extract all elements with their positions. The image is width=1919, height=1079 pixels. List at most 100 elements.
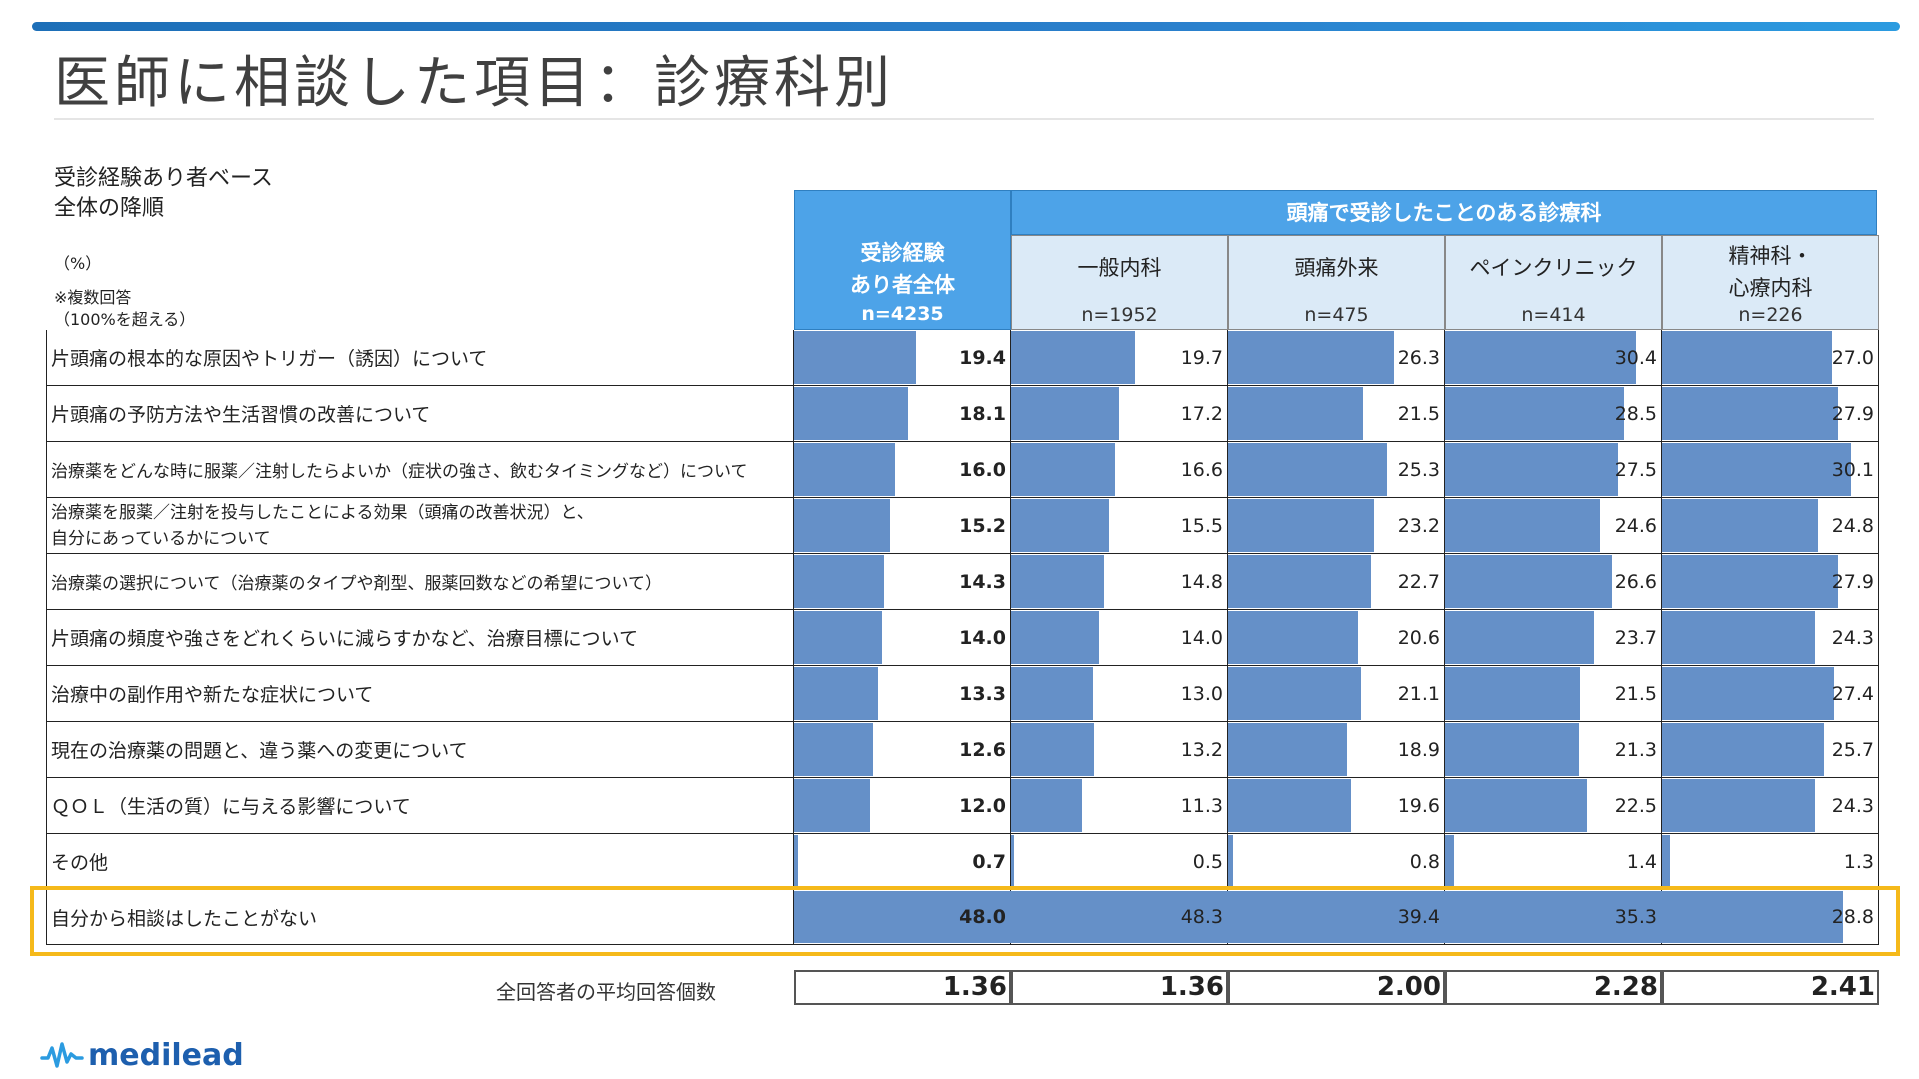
data-cell: 14.0 xyxy=(1011,610,1228,666)
data-value: 35.3 xyxy=(1614,906,1657,928)
data-value: 25.7 xyxy=(1831,738,1874,761)
data-cell: 25.7 xyxy=(1662,722,1879,778)
average-value: 2.41 xyxy=(1662,970,1879,1005)
data-bar xyxy=(1445,723,1580,776)
row-label-line-1: 治療薬を服薬／注射を投与したことによる効果（頭痛の改善状況）と、 xyxy=(51,502,594,523)
data-value: 12.6 xyxy=(959,738,1006,761)
data-cell: 18.1 xyxy=(794,386,1011,442)
data-cell: 30.4 xyxy=(1445,330,1662,386)
data-cell: 13.2 xyxy=(1011,722,1228,778)
data-value: 48.0 xyxy=(959,906,1006,928)
data-value: 22.7 xyxy=(1397,570,1440,593)
data-bar xyxy=(1011,723,1095,776)
data-cell: 12.6 xyxy=(794,722,1011,778)
data-value: 14.3 xyxy=(959,570,1006,593)
data-bar xyxy=(1445,555,1613,608)
data-bar xyxy=(1445,387,1625,440)
header-overall: 受診経験 あり者全体 n=4235 xyxy=(794,190,1011,330)
table-row: 片頭痛の予防方法や生活習慣の改善について 18.1 17.2 21.5 28.5 27.9 xyxy=(46,386,1879,442)
data-value: 21.1 xyxy=(1397,682,1440,705)
data-value: 19.4 xyxy=(959,346,1006,369)
data-cell: 21.5 xyxy=(1228,386,1445,442)
data-bar xyxy=(1228,891,1476,943)
data-value: 27.4 xyxy=(1831,682,1874,705)
row-label: 治療中の副作用や新たな症状について xyxy=(46,666,794,722)
data-cell: 14.3 xyxy=(794,554,1011,610)
data-cell: 13.3 xyxy=(794,666,1011,722)
table-row: 治療中の副作用や新たな症状について 13.3 13.0 21.1 21.5 27.4 xyxy=(46,666,1879,722)
base-note: 受診経験あり者ベース xyxy=(54,166,273,191)
percent-note: （%） xyxy=(54,254,102,273)
data-bar xyxy=(1662,387,1838,440)
data-bar xyxy=(794,555,884,608)
data-bar xyxy=(1662,835,1671,888)
row-label: 片頭痛の頻度や強さをどれくらいに減らすかなど、治療目標について xyxy=(46,610,794,666)
multiple-answer-note-2: （100%を超える） xyxy=(54,310,196,329)
row-label: 片頭痛の根本的な原因やトリガー（誘因）について xyxy=(46,330,794,386)
header-overall-label-2: あり者全体 xyxy=(850,273,955,297)
data-bar xyxy=(1011,555,1105,608)
data-cell: 15.5 xyxy=(1011,498,1228,554)
average-value: 2.28 xyxy=(1445,970,1662,1005)
data-value: 18.1 xyxy=(959,402,1006,425)
header-col-n: n=414 xyxy=(1521,304,1586,326)
data-cell: 14.0 xyxy=(794,610,1011,666)
header-col-pain: ペインクリニック n=414 xyxy=(1445,235,1662,330)
data-value: 15.2 xyxy=(959,514,1006,537)
row-label: 現在の治療薬の問題と、違う薬への変更について xyxy=(46,722,794,778)
data-bar xyxy=(1662,611,1815,664)
data-value: 19.7 xyxy=(1180,346,1223,369)
data-value: 13.0 xyxy=(1180,682,1223,705)
data-value: 0.7 xyxy=(972,850,1006,873)
data-cell: 27.5 xyxy=(1445,442,1662,498)
data-value: 30.4 xyxy=(1614,346,1657,369)
row-label-line-2: 自分にあっているかについて xyxy=(51,528,271,549)
data-cell: 13.0 xyxy=(1011,666,1228,722)
data-value: 18.9 xyxy=(1397,738,1440,761)
highlight-frame xyxy=(30,886,1900,956)
data-cell: 0.5 xyxy=(1011,834,1228,890)
data-cell: 22.5 xyxy=(1445,778,1662,834)
data-value: 1.4 xyxy=(1626,850,1657,873)
data-cell: 26.6 xyxy=(1445,554,1662,610)
data-bar xyxy=(794,387,908,440)
data-cell: 15.2 xyxy=(794,498,1011,554)
data-value: 14.0 xyxy=(1180,626,1223,649)
data-bar xyxy=(794,667,878,720)
data-bar xyxy=(1228,667,1361,720)
data-cell: 23.2 xyxy=(1228,498,1445,554)
data-bar xyxy=(1445,611,1595,664)
header-col-psychiatry: 精神科・ 心療内科 n=226 xyxy=(1662,235,1879,330)
data-value: 24.8 xyxy=(1831,514,1874,537)
row-label: 片頭痛の予防方法や生活習慣の改善について xyxy=(46,386,794,442)
data-bar xyxy=(1228,723,1347,776)
data-value: 16.6 xyxy=(1180,458,1223,481)
data-value: 1.3 xyxy=(1843,850,1874,873)
row-label: 治療薬を服薬／注射を投与したことによる効果（頭痛の改善状況）と、 自分にあっている… xyxy=(46,498,794,554)
table-row: その他 0.7 0.5 0.8 1.4 1.3 xyxy=(46,834,1879,890)
data-cell: 25.3 xyxy=(1228,442,1445,498)
data-bar xyxy=(1011,499,1109,552)
data-cell: 27.9 xyxy=(1662,386,1879,442)
multiple-answer-note: ※複数回答 xyxy=(54,288,132,307)
header-col-label: 精神科・ xyxy=(1728,244,1813,268)
data-value: 28.5 xyxy=(1614,402,1657,425)
data-bar xyxy=(1011,387,1120,440)
data-bar xyxy=(1445,499,1600,552)
data-cell: 26.3 xyxy=(1228,330,1445,386)
data-value: 0.5 xyxy=(1192,850,1223,873)
data-cell: 19.6 xyxy=(1228,778,1445,834)
header-department-group: 頭痛で受診したことのある診療科 xyxy=(1011,190,1877,235)
row-label: その他 xyxy=(46,834,794,890)
data-value: 16.0 xyxy=(959,458,1006,481)
average-value: 2.00 xyxy=(1228,970,1445,1005)
data-value: 27.5 xyxy=(1614,458,1657,481)
average-value: 1.36 xyxy=(1011,970,1228,1005)
data-bar xyxy=(794,331,917,384)
order-note: 全体の降順 xyxy=(54,196,165,221)
data-bar xyxy=(794,779,870,832)
data-cell: 28.5 xyxy=(1445,386,1662,442)
data-cell: 24.3 xyxy=(1662,610,1879,666)
data-value: 14.8 xyxy=(1180,570,1223,593)
data-bar xyxy=(1662,723,1824,776)
